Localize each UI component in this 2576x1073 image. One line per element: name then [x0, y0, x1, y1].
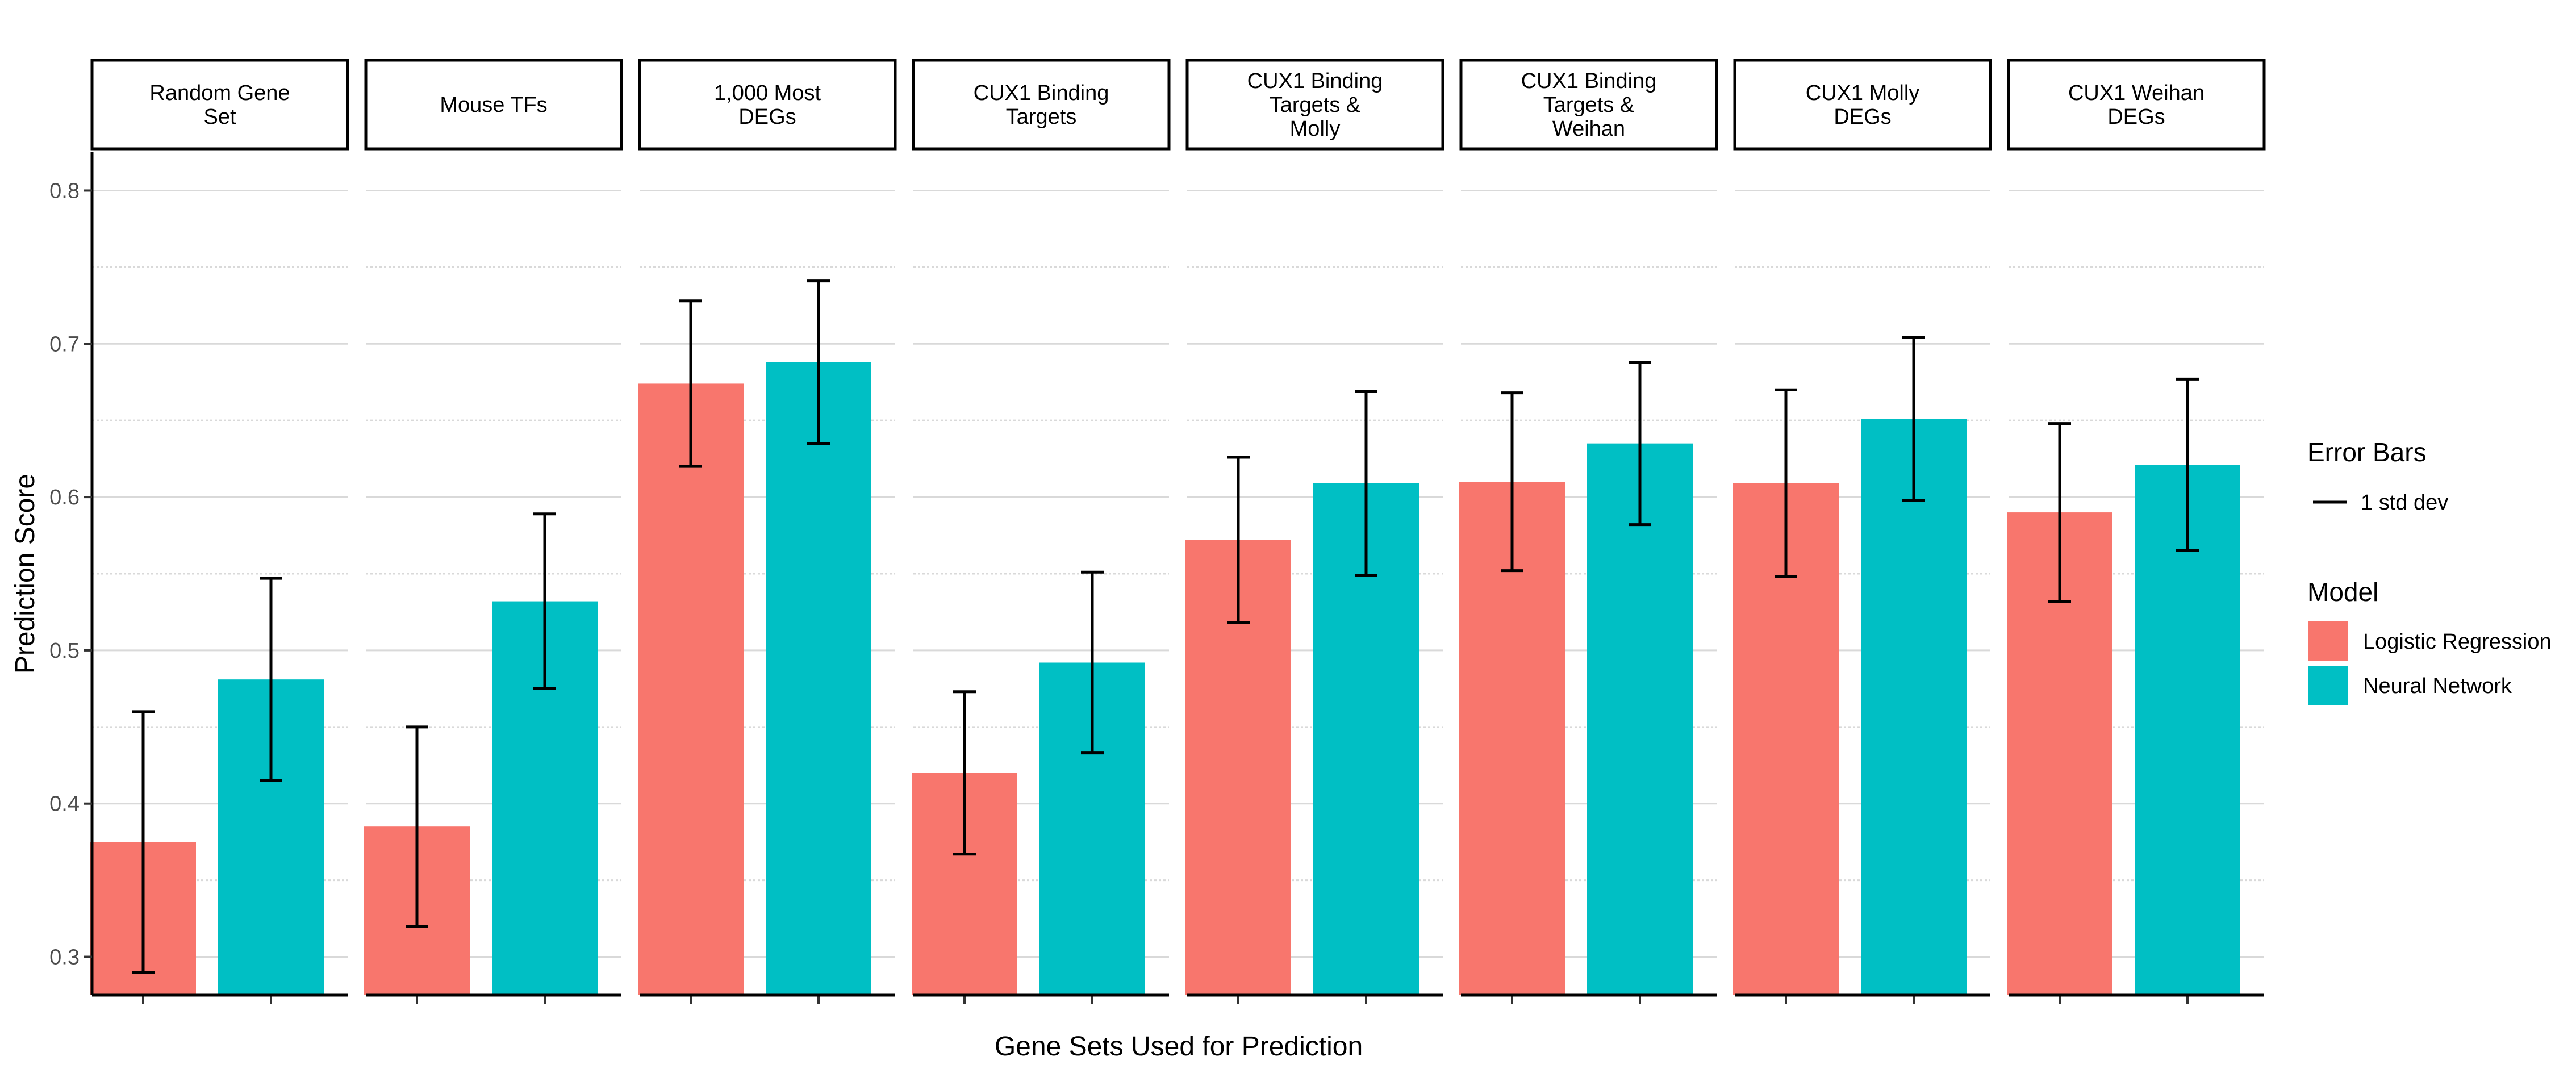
facet-strip	[364, 59, 623, 151]
facet-strip-label: CUX1 Weihan	[2068, 81, 2205, 105]
facet-strip-label: DEGs	[1834, 105, 1891, 129]
facet-strip	[1733, 59, 1992, 151]
facet-strip	[638, 59, 897, 151]
y-tick-label: 0.5	[49, 639, 80, 663]
facet-strip	[1185, 59, 1444, 151]
facet-strip-label: CUX1 Binding	[1247, 69, 1383, 93]
facet-strip-label: Random Gene	[149, 81, 290, 105]
facet-strip-label: CUX1 Binding	[974, 81, 1109, 105]
legend-swatch-logistic-regression	[2308, 621, 2348, 661]
facet-strip-label: DEGs	[738, 105, 796, 129]
facet-strip-label: Targets &	[1543, 93, 1635, 117]
legend-label-logistic-regression: Logistic Regression	[2363, 630, 2552, 654]
facet-strip	[912, 59, 1171, 151]
legend: Error Bars 1 std dev Model Logistic Regr…	[2307, 437, 2552, 705]
facet-strip-label: 1,000 Most	[714, 81, 821, 105]
facet-strip	[2007, 59, 2266, 151]
bars	[90, 362, 2240, 995]
legend-error-label: 1 std dev	[2361, 491, 2448, 515]
facet-strip	[90, 59, 349, 151]
facet-strip-label: Targets &	[1270, 93, 1361, 117]
facet-strip-label: Mouse TFs	[440, 93, 547, 117]
legend-model-title: Model	[2307, 577, 2378, 607]
y-tick-label: 0.4	[49, 792, 80, 816]
legend-swatch-neural-network	[2308, 666, 2348, 705]
x-axis-title: Gene Sets Used for Prediction	[995, 1032, 1363, 1062]
y-tick-label: 0.7	[49, 332, 80, 356]
facet-strip-label: DEGs	[2107, 105, 2165, 129]
bar-neural-network	[1587, 443, 1693, 995]
y-tick-label: 0.8	[49, 179, 80, 203]
y-tick-label: 0.3	[49, 946, 80, 970]
legend-error-title: Error Bars	[2307, 437, 2427, 467]
bar-neural-network	[766, 362, 871, 995]
facet-strip-label: Molly	[1290, 117, 1341, 141]
facet-strip-label: Targets	[1006, 105, 1077, 129]
facet-strip-label: Weihan	[1552, 117, 1625, 141]
facet-strip-label: CUX1 Molly	[1806, 81, 1920, 105]
y-tick-label: 0.6	[49, 486, 80, 510]
axes: 0.3 0.4 0.5 0.6 0.7 0.8	[49, 152, 2264, 1004]
bar-logistic-regression	[638, 383, 744, 995]
facet-strip-label: CUX1 Binding	[1521, 69, 1657, 93]
y-axis-title: Prediction Score	[10, 474, 40, 674]
legend-label-neural-network: Neural Network	[2363, 674, 2512, 698]
facet-strip	[1459, 59, 1718, 151]
bar-neural-network	[2135, 465, 2240, 995]
error-bars	[132, 279, 2199, 974]
bar-neural-network	[1861, 419, 1967, 995]
facet-strip-label: Set	[203, 105, 236, 129]
